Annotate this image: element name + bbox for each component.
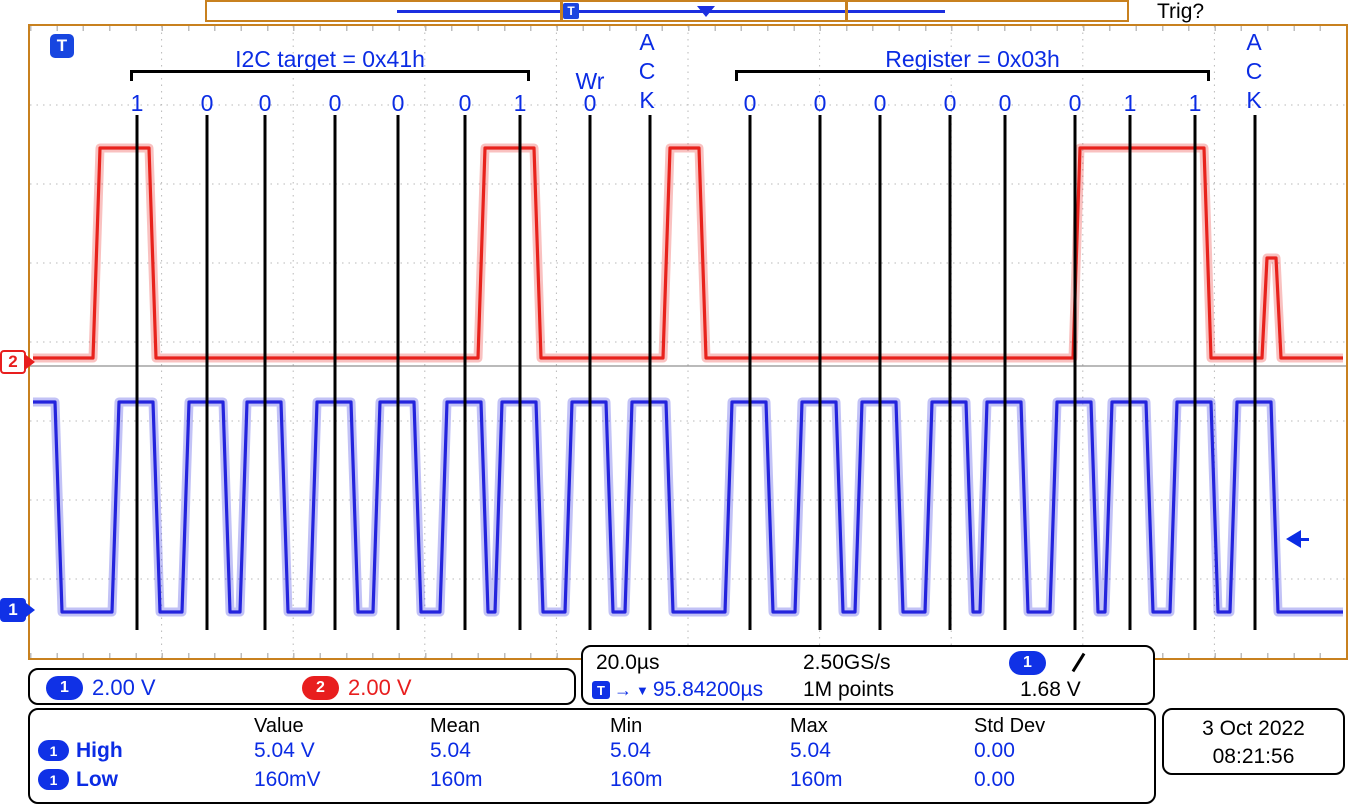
channel1-marker-label: 1 xyxy=(0,598,26,622)
channel-readout-panel: 1 2.00 V 2 2.00 V xyxy=(28,668,576,705)
trigger-position-value: 95.84200µs xyxy=(652,678,764,701)
time-label: 08:21:56 xyxy=(1212,745,1295,768)
trigger-position-icon[interactable] xyxy=(697,6,715,17)
measurement-mean: 5.04 xyxy=(430,739,471,762)
measurement-name: Low xyxy=(76,768,118,791)
channel2-position-marker[interactable]: 2 xyxy=(0,350,35,374)
arrow-head xyxy=(1286,530,1301,548)
horizontal-trigger-panel: 20.0µs 2.50GS/s 1 T → ▼ 95.84200µs 1M po… xyxy=(581,645,1155,705)
record-view-bar[interactable]: T xyxy=(205,0,1129,22)
trigger-level-readout[interactable]: 1.68 V xyxy=(1020,678,1081,701)
col-header-mean: Mean xyxy=(430,715,481,737)
col-header-min: Min xyxy=(610,715,643,737)
measurement-name: High xyxy=(76,739,123,762)
measurement-min: 5.04 xyxy=(610,739,651,762)
measurement-value: 160mV xyxy=(254,768,321,791)
waveform-display-area: I2C target = 0x41h 1 0 0 0 0 0 1 Wr 0 A C K Registe… xyxy=(28,24,1348,660)
channel1-position-marker[interactable]: 1 xyxy=(0,598,35,622)
measurement-stddev: 0.00 xyxy=(974,739,1015,762)
channel1-badge: 1 xyxy=(38,769,69,790)
trigger-level-arrow-icon[interactable] xyxy=(1286,530,1309,548)
record-waveform-line xyxy=(397,10,945,13)
channel2-marker-label: 2 xyxy=(0,350,26,374)
channel1-badge[interactable]: 1 xyxy=(46,676,83,700)
measurement-max: 160m xyxy=(790,768,843,791)
sample-rate-readout: 2.50GS/s xyxy=(803,651,891,674)
trigger-status-label: Trig? xyxy=(1157,0,1205,23)
measurement-panel: Value Mean Min Max Std Dev 1 High 5.04 V… xyxy=(28,708,1156,804)
falling-edge-icon[interactable] xyxy=(1069,651,1087,675)
timebase-readout[interactable]: 20.0µs xyxy=(596,651,660,674)
trigger-marker-badge[interactable]: T xyxy=(50,34,74,58)
measurement-min: 160m xyxy=(610,768,663,791)
zoom-window-left-bracket[interactable] xyxy=(560,2,563,20)
channel1-badge: 1 xyxy=(38,740,69,761)
trigger-position-readout: T → ▼ 95.84200µs xyxy=(592,678,763,702)
arrow-right-icon: → xyxy=(614,679,632,700)
date-label: 3 Oct 2022 xyxy=(1202,717,1305,740)
record-length-readout: 1M points xyxy=(803,678,895,701)
waveform-svg xyxy=(30,26,1346,658)
channel2-marker-arrow xyxy=(26,355,35,369)
col-header-value: Value xyxy=(254,715,304,737)
channel2-badge[interactable]: 2 xyxy=(302,676,339,700)
channel1-marker-arrow xyxy=(26,603,35,617)
channel2-scale-readout[interactable]: 2.00 V xyxy=(348,675,412,700)
datetime-panel: 3 Oct 2022 08:21:56 xyxy=(1162,708,1345,775)
measurement-stddev: 0.00 xyxy=(974,768,1015,791)
trigger-t-icon: T xyxy=(592,681,610,699)
col-header-stddev: Std Dev xyxy=(974,715,1046,737)
col-header-max: Max xyxy=(790,715,828,737)
zoom-window-right-bracket[interactable] xyxy=(845,2,848,20)
triangle-down-icon: ▼ xyxy=(636,682,649,698)
record-trigger-flag[interactable]: T xyxy=(563,3,579,19)
measurement-value: 5.04 V xyxy=(254,739,315,762)
trigger-source-badge[interactable]: 1 xyxy=(1009,651,1046,675)
measurement-mean: 160m xyxy=(430,768,483,791)
measurement-max: 5.04 xyxy=(790,739,831,762)
channel1-scale-readout[interactable]: 2.00 V xyxy=(92,675,156,700)
arrow-stem xyxy=(1301,537,1309,541)
